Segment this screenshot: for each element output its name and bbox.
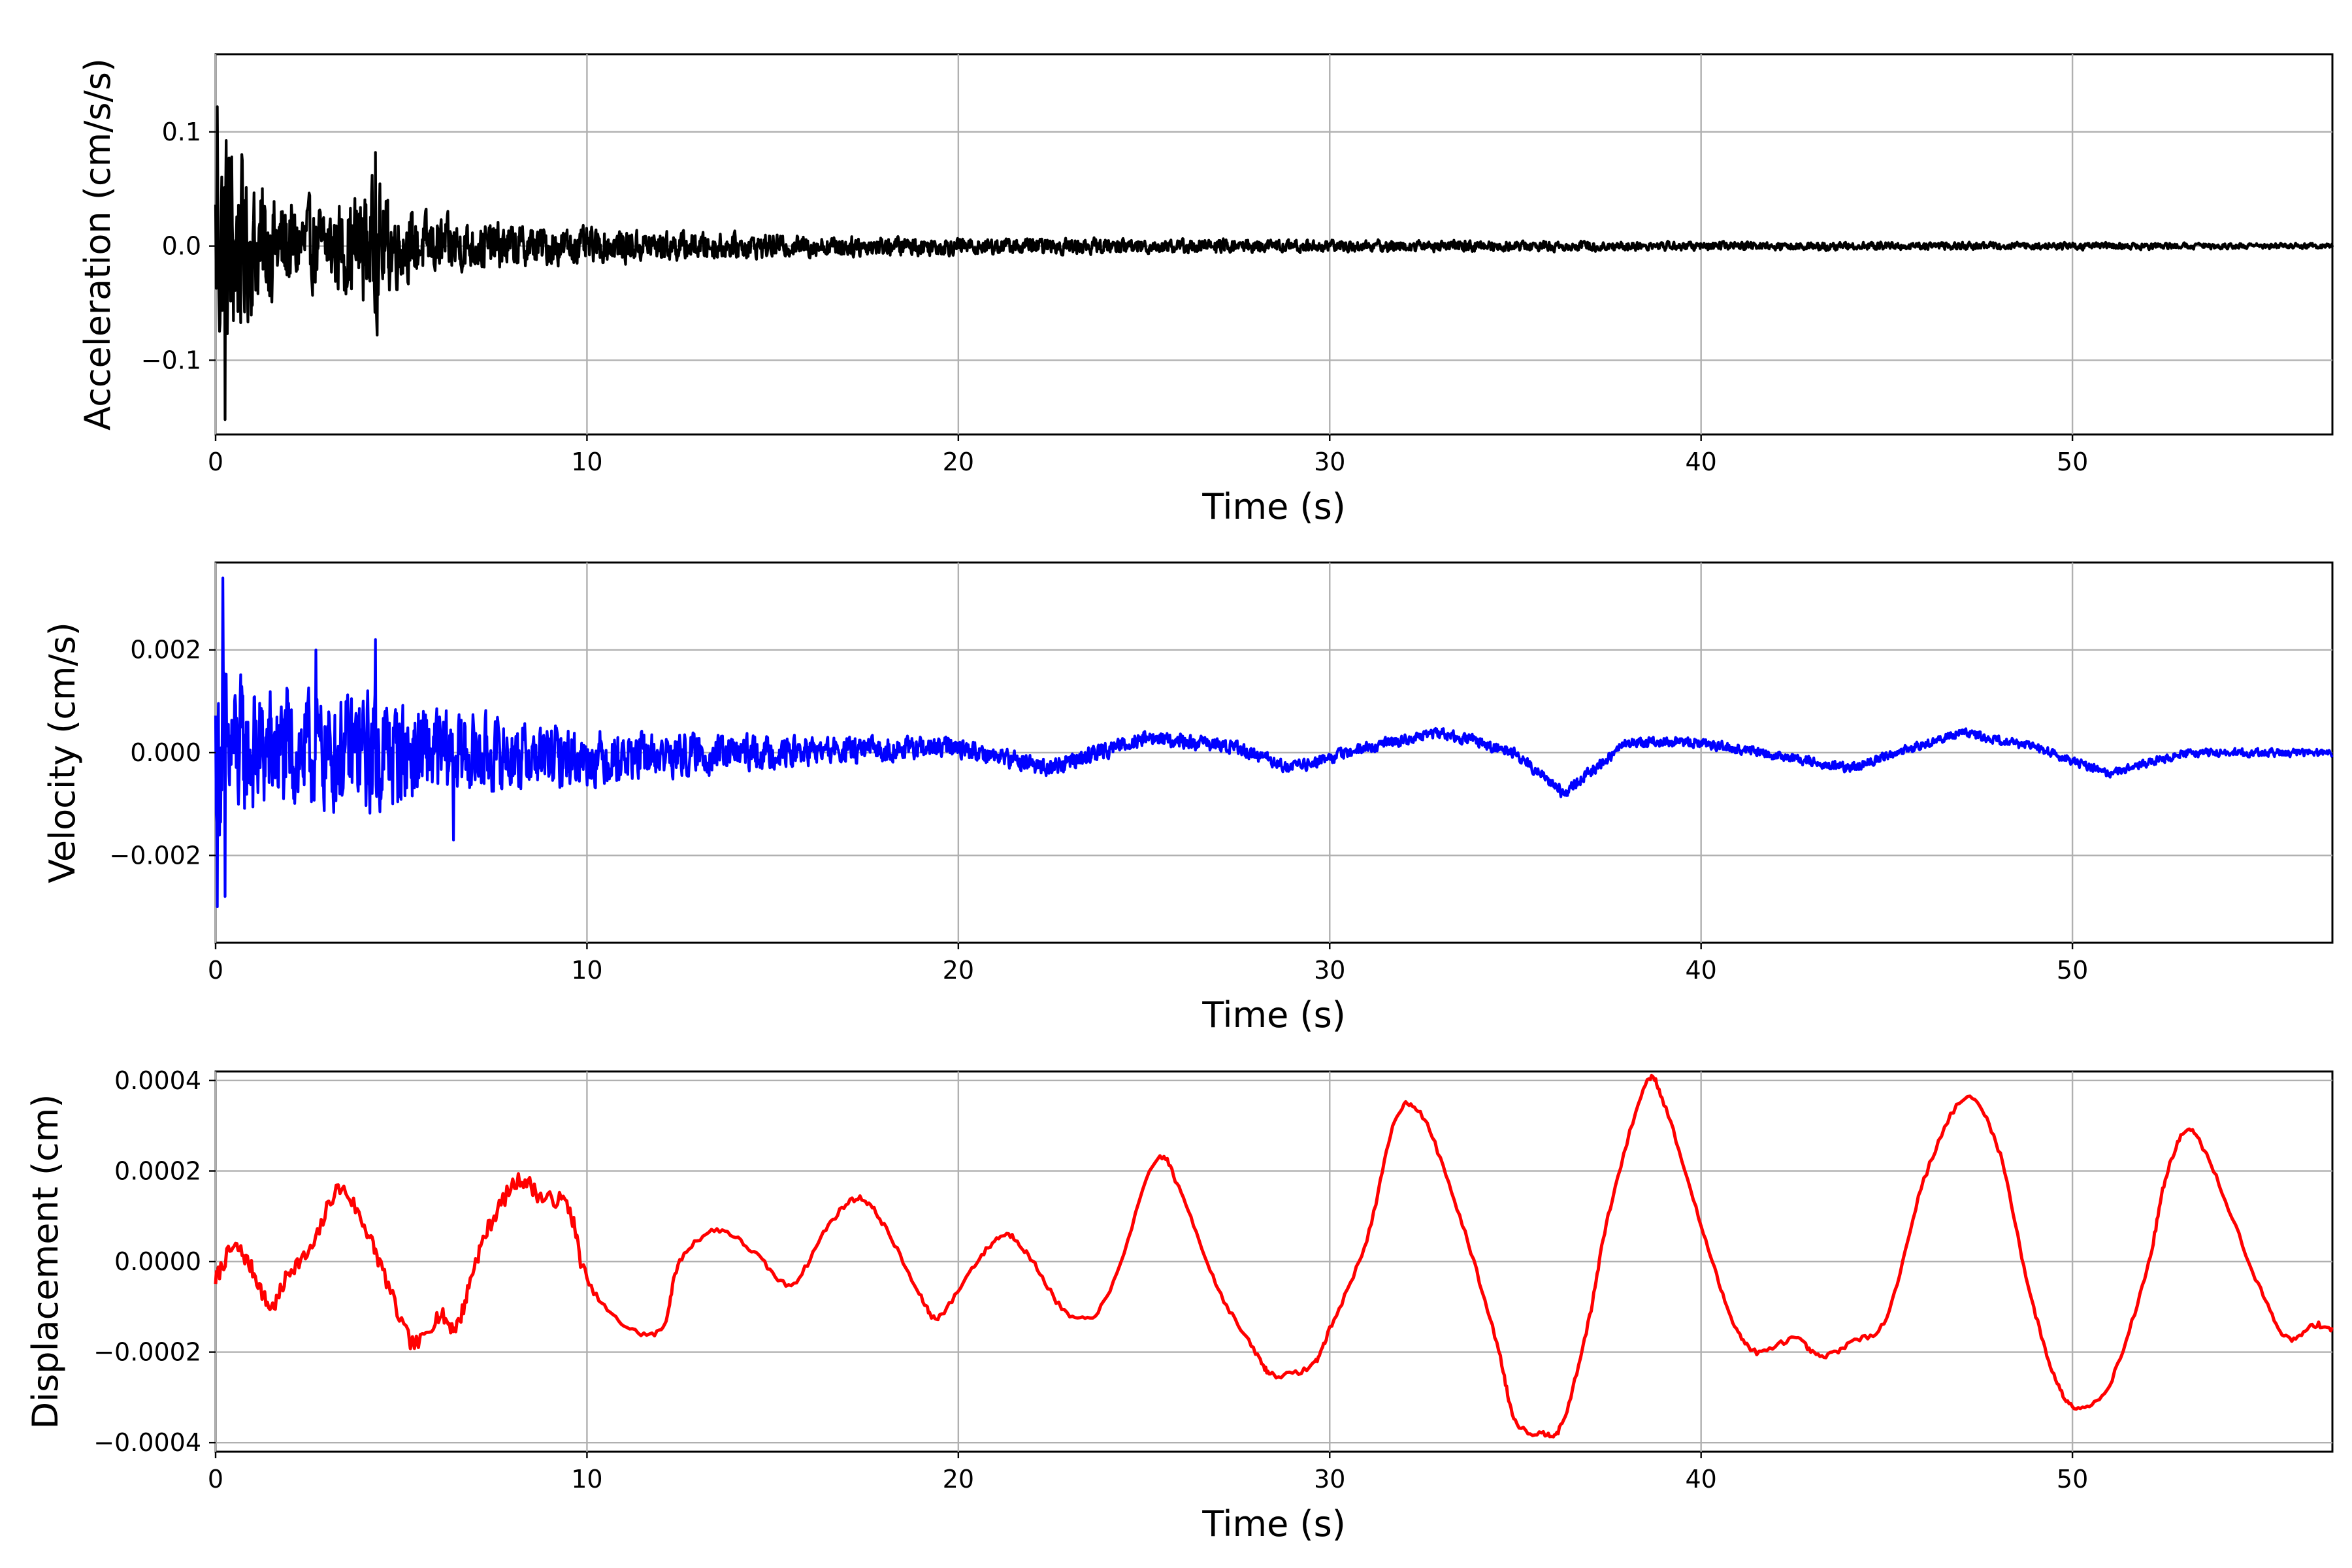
velocity-x-tick-label: 0 xyxy=(208,956,223,985)
acceleration-x-tick-label: 20 xyxy=(943,448,974,476)
acceleration-x-tick-label: 30 xyxy=(1314,448,1345,476)
displacement-series-line xyxy=(214,1073,2334,1439)
displacement-x-tick-label: 20 xyxy=(943,1465,974,1494)
acceleration-y-ticks: −0.1 0.0 0.1 xyxy=(141,118,216,374)
acceleration-trace-group xyxy=(214,105,2334,421)
velocity-x-tick-label: 10 xyxy=(571,956,602,985)
displacement-trace-group xyxy=(214,1073,2334,1439)
acceleration-series-line xyxy=(214,105,2334,421)
velocity-x-tick-label: 40 xyxy=(1686,956,1717,985)
acceleration-y-tick-label: 0.1 xyxy=(162,118,201,146)
displacement-y-tick-label: 0.0002 xyxy=(114,1156,201,1185)
velocity-series-line xyxy=(214,576,2334,908)
acceleration-panel: 0 10 20 30 40 50 −0.1 0.0 0.1 Time (s) Accelera… xyxy=(77,53,2334,527)
acceleration-x-axis-label: Time (s) xyxy=(1201,486,1346,527)
velocity-x-ticks: 0 10 20 30 40 50 xyxy=(208,943,2088,985)
velocity-x-axis-label: Time (s) xyxy=(1201,994,1346,1036)
displacement-y-tick-label: 0.0000 xyxy=(114,1247,201,1276)
displacement-y-ticks: −0.0004 −0.0002 0.0000 0.0002 0.0004 xyxy=(93,1066,216,1457)
velocity-y-ticks: −0.002 0.000 0.002 xyxy=(109,636,216,870)
acceleration-x-tick-label: 10 xyxy=(571,448,602,476)
velocity-trace-group xyxy=(214,576,2334,908)
acceleration-x-ticks: 0 10 20 30 40 50 xyxy=(208,434,2088,476)
velocity-x-tick-label: 50 xyxy=(2057,956,2088,985)
velocity-y-tick-label: 0.002 xyxy=(130,636,201,664)
acceleration-x-tick-label: 50 xyxy=(2057,448,2088,476)
acceleration-y-tick-label: 0.0 xyxy=(162,232,201,261)
displacement-x-tick-label: 10 xyxy=(571,1465,602,1494)
displacement-grid xyxy=(214,1071,2332,1452)
velocity-panel: 0 10 20 30 40 50 −0.002 0.000 0.002 Time (s) Ve… xyxy=(42,561,2334,1036)
displacement-y-tick-label: 0.0004 xyxy=(114,1066,201,1095)
displacement-y-axis-label: Displacement (cm) xyxy=(25,1094,66,1429)
displacement-x-tick-label: 0 xyxy=(208,1465,223,1494)
displacement-panel: 0 10 20 30 40 50 −0.0004 −0.0002 0.0000 0.0002 0.… xyxy=(25,1066,2334,1544)
velocity-y-tick-label: −0.002 xyxy=(109,841,201,870)
velocity-y-axis-label: Velocity (cm/s) xyxy=(42,622,83,883)
acceleration-x-tick-label: 0 xyxy=(208,448,223,476)
acceleration-x-tick-label: 40 xyxy=(1686,448,1717,476)
displacement-x-tick-label: 30 xyxy=(1314,1465,1345,1494)
velocity-x-tick-label: 20 xyxy=(943,956,974,985)
acceleration-y-axis-label: Acceleration (cm/s/s) xyxy=(77,58,118,431)
displacement-x-ticks: 0 10 20 30 40 50 xyxy=(208,1452,2088,1494)
displacement-y-tick-label: −0.0004 xyxy=(93,1428,201,1457)
displacement-x-tick-label: 40 xyxy=(1686,1465,1717,1494)
displacement-x-axis-label: Time (s) xyxy=(1201,1503,1346,1544)
velocity-x-tick-label: 30 xyxy=(1314,956,1345,985)
acceleration-y-tick-label: −0.1 xyxy=(141,346,201,374)
displacement-y-tick-label: −0.0002 xyxy=(93,1338,201,1367)
velocity-y-tick-label: 0.000 xyxy=(130,738,201,767)
displacement-x-tick-label: 50 xyxy=(2057,1465,2088,1494)
